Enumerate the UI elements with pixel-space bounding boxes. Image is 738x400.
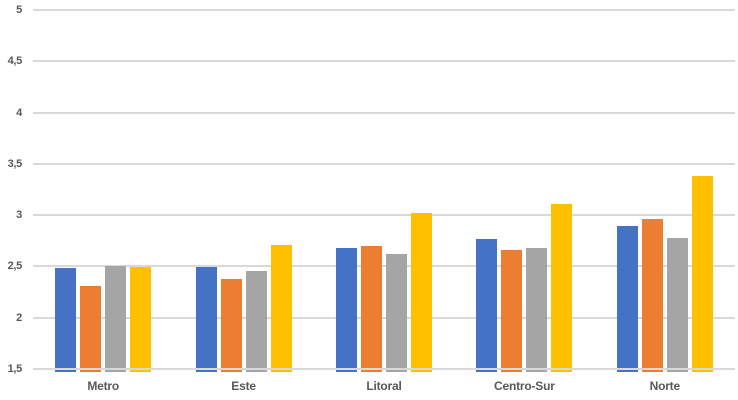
category-label: Litoral xyxy=(366,379,402,393)
gridline xyxy=(33,214,735,217)
y-axis-tick-label: 1,5 xyxy=(7,363,23,375)
bar-yellow-centro-sur xyxy=(551,203,573,372)
bar-orange-este xyxy=(220,278,242,372)
bar-yellow-litoral xyxy=(410,213,432,372)
x-axis-line xyxy=(33,368,735,370)
bar-gray-metro xyxy=(105,266,127,372)
bar-orange-norte xyxy=(641,219,663,372)
bar-blue-centro-sur xyxy=(476,238,498,372)
y-axis-tick-label: 2,5 xyxy=(7,260,23,273)
bar-group-metro xyxy=(33,266,173,372)
bar-gray-norte xyxy=(666,237,688,372)
bar-group-litoral xyxy=(314,213,454,372)
bar-yellow-norte xyxy=(691,176,713,372)
bar-gray-centro-sur xyxy=(526,247,548,372)
bar-gray-este xyxy=(245,270,267,372)
gridline xyxy=(33,9,735,11)
gridline xyxy=(33,60,735,63)
gridline xyxy=(33,111,735,114)
bar-orange-centro-sur xyxy=(501,250,523,372)
gridline xyxy=(33,162,735,165)
y-axis-tick-label: 5 xyxy=(16,4,22,16)
gridline xyxy=(33,265,735,268)
bar-orange-metro xyxy=(80,285,102,372)
bar-blue-norte xyxy=(616,226,638,372)
category-label: Metro xyxy=(87,379,120,393)
bar-blue-este xyxy=(195,267,217,372)
bar-blue-metro xyxy=(55,268,77,372)
bar-yellow-metro xyxy=(130,267,152,372)
bar-yellow-este xyxy=(270,244,292,372)
category-label: Este xyxy=(231,379,256,393)
bar-group-norte xyxy=(595,176,735,372)
bar-orange-litoral xyxy=(360,245,382,372)
gridline xyxy=(33,316,735,319)
y-axis-tick-label: 2 xyxy=(16,311,22,324)
bar-blue-litoral xyxy=(335,247,357,372)
y-axis-tick-label: 4 xyxy=(16,106,22,119)
y-axis-tick-label: 3 xyxy=(16,209,22,222)
category-label: Norte xyxy=(649,379,681,393)
bar-group-este xyxy=(173,244,313,372)
y-axis-tick-label: 4,5 xyxy=(7,55,23,68)
bar-gray-litoral xyxy=(385,254,407,372)
category-label: Centro-Sur xyxy=(494,379,555,393)
bar-group-centro-sur xyxy=(454,203,594,372)
y-axis-tick-label: 3,5 xyxy=(7,157,23,170)
